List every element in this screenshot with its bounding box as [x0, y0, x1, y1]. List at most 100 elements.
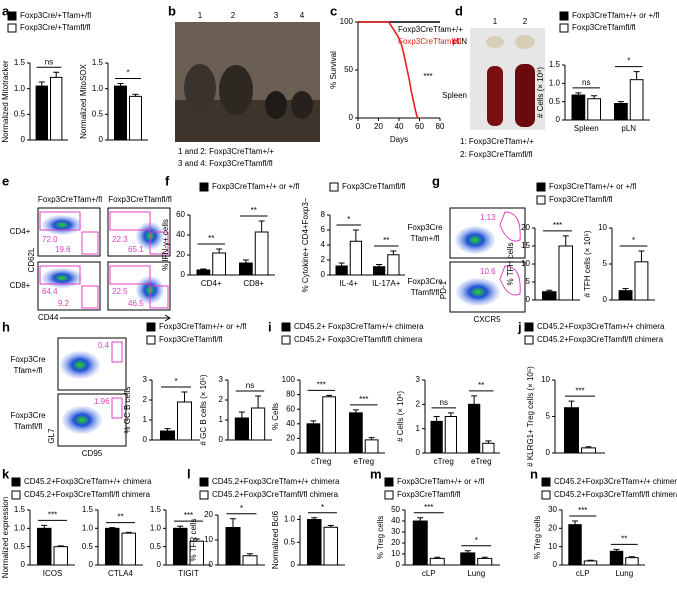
- gate: [149, 285, 169, 309]
- significance-label: ***: [184, 511, 193, 520]
- y-tick-label: 40: [176, 230, 185, 239]
- bar: [225, 527, 241, 566]
- bar: [430, 420, 443, 454]
- y-tick-label: 5: [526, 277, 531, 286]
- significance-label: ***: [48, 511, 57, 520]
- legend-label: Foxp3CreTfam+/+ or +/fl: [397, 477, 485, 486]
- legend-label: Foxp3CreTfam+/+ or +/fl: [549, 182, 637, 191]
- legend-marker: [281, 322, 291, 332]
- spleen: [515, 64, 535, 127]
- y-tick-label: 1: [219, 415, 224, 424]
- x-axis-label: CD44: [38, 313, 59, 322]
- legend-marker: [559, 11, 569, 21]
- row-label: Foxp3Cre: [10, 411, 46, 420]
- y-tick-label: 1.0: [14, 523, 26, 532]
- error-bar: [447, 412, 454, 417]
- legend-label: CD45.2+Foxp3CreTfam+/+ chimera: [554, 477, 677, 486]
- x-axis-label: Days: [390, 135, 408, 144]
- error-bar: [57, 545, 64, 547]
- error-bar: [417, 517, 424, 521]
- bar: [558, 245, 573, 301]
- bar: [322, 396, 336, 454]
- photo-caption: 1: Foxp3CreTfam+/+: [460, 137, 534, 146]
- lymph-node: [486, 36, 504, 48]
- gate-value: 22.5: [112, 287, 128, 296]
- legend-label: Foxp3CreTfam+/+ or +/fl: [159, 322, 247, 331]
- significance-label: ***: [359, 395, 368, 404]
- gate: [109, 211, 151, 231]
- bar: [306, 423, 321, 454]
- cell-cloud: [455, 226, 495, 254]
- y-tick-label: 1: [143, 415, 148, 424]
- panel-label: c: [330, 3, 337, 18]
- error-bar: [238, 411, 245, 418]
- significance-label: **: [621, 535, 627, 544]
- y-tick-label: 0.5: [284, 537, 296, 546]
- y-tick-label: 0: [21, 560, 26, 569]
- panel-label: f: [165, 173, 170, 188]
- significance-label: ns: [45, 57, 53, 66]
- x-tick-label: eTreg: [353, 457, 374, 466]
- error-bar: [177, 525, 184, 529]
- legend-label: Foxp3CreTfamfl/fl: [572, 23, 636, 32]
- y-tick-label: 1.5: [92, 58, 104, 67]
- y-axis-label: PD-1: [439, 280, 448, 299]
- error-bar: [247, 553, 253, 556]
- panel-label: b: [168, 3, 176, 18]
- row-label: Tfamfl/fl: [14, 422, 43, 431]
- x-tick-label: Spleen: [574, 124, 599, 133]
- y-tick-label: 30: [391, 527, 400, 536]
- bar: [335, 265, 348, 276]
- y-tick-label: 0.5: [150, 542, 162, 551]
- y-axis-label: % Cells: [271, 403, 280, 430]
- bar: [387, 254, 400, 276]
- x-tick-label: 0: [356, 122, 361, 131]
- panel-label: k: [2, 466, 10, 481]
- error-bar: [38, 81, 45, 87]
- y-tick-label: 20: [521, 223, 530, 232]
- error-bar: [230, 518, 236, 528]
- bar: [444, 416, 457, 454]
- gate-value: 65.1: [128, 245, 144, 254]
- gate: [499, 211, 521, 242]
- legend-marker: [559, 23, 569, 33]
- y-tick-label: 1.5: [82, 505, 94, 514]
- error-bar: [125, 531, 132, 534]
- bar: [571, 94, 586, 121]
- gate: [111, 341, 123, 363]
- y-tick-label: 20: [204, 510, 213, 519]
- legend-marker: [541, 477, 551, 487]
- error-bar: [633, 71, 640, 80]
- gate-value: 1.13: [480, 213, 496, 222]
- gate: [81, 285, 99, 309]
- error-bar: [242, 259, 249, 263]
- legend-label: CD45.2+Foxp3CreTfamfl/fl chimera: [537, 335, 664, 344]
- significance-label: *: [321, 503, 324, 512]
- y-tick-label: 20: [391, 538, 400, 547]
- y-tick-label: 3: [219, 375, 224, 384]
- error-bar: [546, 289, 553, 292]
- significance-label: ***: [423, 72, 432, 81]
- row-label: Foxp3Cre: [407, 223, 443, 232]
- y-axis-label: # TFH cells (× 10⁵): [583, 230, 592, 297]
- y-tick-label: 1.0: [150, 523, 162, 532]
- significance-label: ***: [578, 506, 587, 515]
- bar: [581, 447, 596, 454]
- legend-label: Foxp3CreTfam+/+: [398, 25, 463, 34]
- x-tick-label: TIGIT: [178, 569, 199, 578]
- y-axis-label: # GC B cells (× 10⁵): [199, 374, 208, 445]
- y-axis-label: % TFH cells: [506, 243, 515, 286]
- y-tick-label: 0: [219, 435, 224, 444]
- bar: [629, 79, 644, 121]
- y-tick-label: 0.5: [549, 97, 561, 106]
- organ-label: pLN: [452, 37, 467, 46]
- mouse: [265, 91, 287, 119]
- bar: [349, 240, 362, 276]
- x-tick-label: ICOS: [43, 569, 63, 578]
- legend-marker: [536, 182, 546, 192]
- gate-value: 19.6: [55, 245, 71, 254]
- y-tick-label: 0: [321, 270, 326, 279]
- y-tick-label: 0: [291, 560, 296, 569]
- y-tick-label: 100: [282, 375, 296, 384]
- bar: [239, 262, 253, 276]
